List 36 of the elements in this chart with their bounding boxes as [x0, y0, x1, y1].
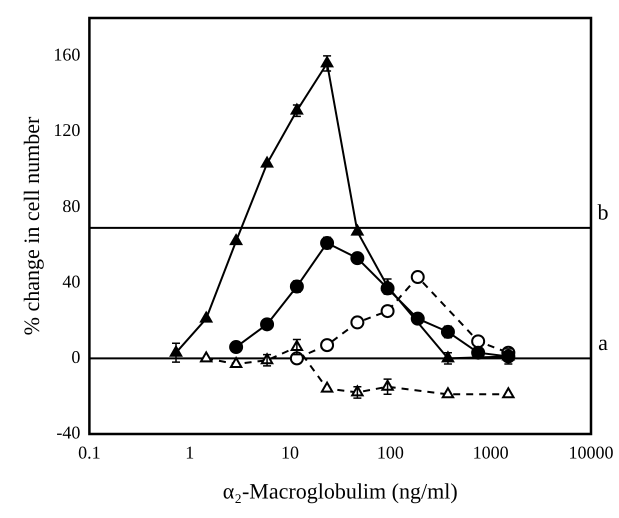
point [320, 338, 334, 352]
y-tick-label: 160 [53, 44, 80, 65]
x-tick-label: 0.1 [78, 442, 101, 463]
y-axis-title: % change in cell number [18, 116, 44, 336]
point [380, 304, 395, 318]
x-tick-label: 10 [281, 442, 300, 463]
y-tick-label: 0 [71, 347, 80, 368]
y-tick-label: 40 [62, 271, 80, 292]
point [230, 357, 242, 368]
point [229, 340, 244, 354]
x-tick-label: 1000 [472, 442, 509, 463]
point [410, 270, 425, 284]
point [440, 324, 455, 339]
y-tick-label: 80 [62, 196, 80, 216]
point [350, 315, 364, 330]
point [260, 156, 274, 168]
point [442, 387, 454, 398]
x-axis-title: α₂-Macroglobulim (ng/ml) [222, 478, 458, 504]
point [471, 334, 486, 348]
y-tick-label: 120 [53, 120, 80, 140]
point [320, 236, 334, 250]
point [200, 312, 212, 323]
ref-line-label: a [598, 330, 608, 356]
point [350, 251, 364, 266]
point [502, 387, 515, 398]
ref-line-label: b [598, 200, 608, 225]
point [320, 382, 334, 393]
point [351, 224, 364, 236]
point [200, 351, 212, 362]
y-tick-label: -40 [56, 422, 80, 443]
point [230, 234, 242, 246]
x-tick-label: 100 [376, 442, 404, 463]
point [260, 317, 274, 332]
x-tick-label: 10000 [568, 442, 614, 463]
point [290, 280, 304, 294]
x-tick-label: 1 [185, 442, 194, 463]
